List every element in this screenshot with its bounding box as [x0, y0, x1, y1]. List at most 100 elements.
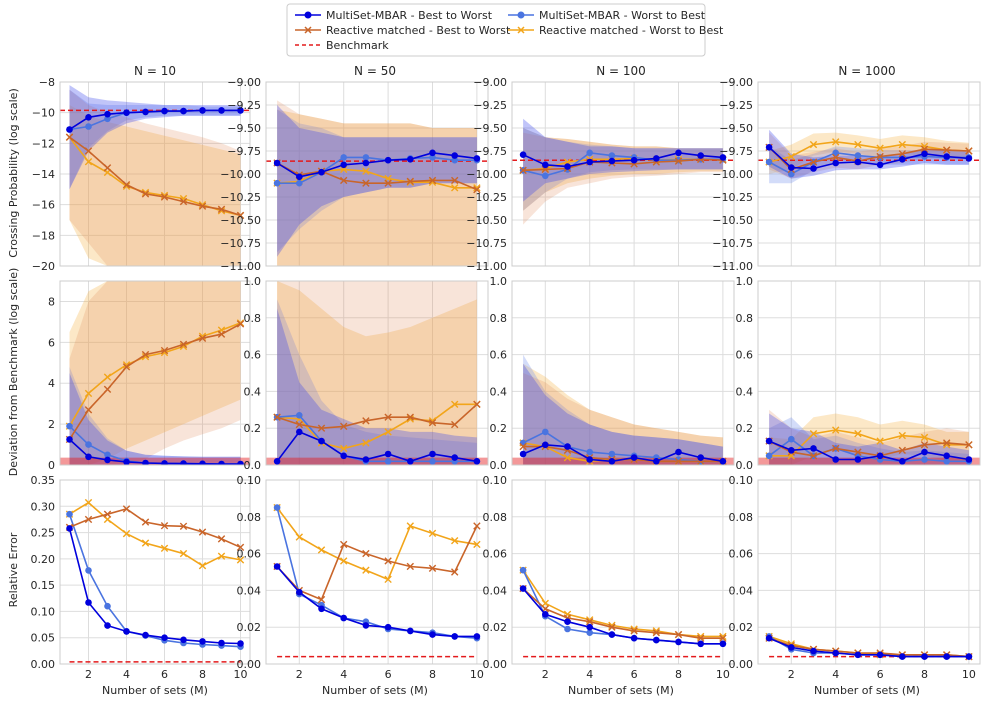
panel-r2-c2-band-multiset-mbar-best-to-worst	[277, 308, 477, 465]
panel-r1-c1-point-reactive-matched-worst-to-best	[122, 182, 131, 190]
panel-r3-c2-point-reactive-matched-best-to-worst	[340, 540, 348, 549]
panel-r2-c2-line-multiset-mbar-worst-to-best	[277, 414, 477, 463]
panel-r3-c2-xtick-label: 2	[296, 668, 303, 681]
panel-r3-c3-point-multiset-mbar-worst-to-best	[586, 629, 593, 636]
panel-r2-c1-ytick-label: 6	[48, 336, 55, 349]
legend-marker-mbar-worst	[517, 11, 525, 19]
panel-r3-c3-point-multiset-mbar-best-to-worst	[542, 611, 549, 618]
panel-r1-c2-point-multiset-mbar-best-to-worst	[407, 156, 414, 163]
panel-r3-c1-point-multiset-mbar-best-to-worst	[66, 525, 73, 532]
panel-r1-c2-point-reactive-matched-best-to-worst	[406, 177, 414, 186]
panel-r3-c2-ytick-label: 0.02	[237, 621, 262, 634]
panel-r2-c4-band-multiset-mbar-worst-to-best	[769, 417, 969, 465]
panel-r1-c3-ytick-label: −10.00	[466, 168, 507, 181]
panel-r2-c2-point-reactive-matched-best-to-worst	[273, 413, 281, 421]
panel-r2-c4-band-reactive-matched-worst-to-best	[769, 413, 969, 465]
panel-r3-c1-xtick-label: 2	[85, 668, 92, 681]
panel-r3-c1-point-reactive-matched-best-to-worst	[236, 543, 245, 551]
panel-r3-c4-point-multiset-mbar-best-to-worst	[788, 644, 795, 651]
panel-r1-c1-ytick-label: −20	[32, 260, 55, 273]
panel-r1-c1-point-reactive-matched-best-to-worst	[236, 211, 245, 220]
panel-r2-c3-band-multiset-mbar-best-to-worst	[523, 363, 723, 465]
panel-r1-c2-point-multiset-mbar-best-to-worst	[340, 161, 348, 169]
panel-r2-c1-point-multiset-mbar-best-to-worst	[161, 460, 168, 465]
panel-r2-c2-point-reactive-matched-worst-to-best	[362, 439, 370, 447]
panel-r1-c2-ytick-label: −10.25	[220, 191, 261, 204]
panel-r1-c4-point-reactive-matched-best-to-worst	[832, 153, 840, 162]
panel-r1-c2-point-multiset-mbar-best-to-worst	[384, 156, 392, 164]
panel-r1-c2-point-multiset-mbar-best-to-worst	[429, 149, 436, 157]
panel-r3-c1-ytick-label: 0.10	[31, 605, 56, 618]
panel-r2-c2-background	[266, 281, 488, 465]
panel-r2-c2-ytick-label: 0.8	[244, 312, 262, 325]
panel-r3-c3-point-multiset-mbar-best-to-worst	[564, 618, 571, 625]
panel-r2-c4-ytick-label: 0.4	[736, 385, 754, 398]
panel-r3-c2-xtick-label: 10	[470, 668, 484, 681]
panel-r2-c1-point-multiset-mbar-best-to-worst	[218, 460, 225, 465]
panel-r2-c2-point-multiset-mbar-worst-to-best	[429, 458, 436, 465]
panel-r2-c2-point-reactive-matched-best-to-worst	[406, 413, 414, 421]
panel-r1-c3-point-multiset-mbar-worst-to-best	[608, 152, 616, 159]
panel-r1-c2-point-multiset-mbar-best-to-worst	[451, 152, 459, 159]
panel-r3-c4-ytick-label: 0.06	[729, 548, 754, 561]
panel-r1-c3-frame	[511, 81, 735, 267]
panel-r3-c3-point-reactive-matched-best-to-worst	[630, 627, 638, 635]
panel-r2-c4-point-reactive-matched-best-to-worst	[965, 441, 973, 449]
panel-r1-c4-line-reactive-matched-best-to-worst	[768, 146, 969, 171]
panel-r3-c1-frame	[59, 479, 251, 665]
panel-r3-c2-point-reactive-matched-best-to-worst	[362, 549, 370, 558]
panel-r1-c3-point-multiset-mbar-best-to-worst	[719, 154, 727, 161]
panel-r1-c2-ytick-label: −10.00	[220, 168, 261, 181]
panel-r1-c2-point-reactive-matched-best-to-worst	[451, 176, 459, 185]
panel-r1-c4-point-reactive-matched-best-to-worst	[898, 150, 906, 158]
panel-r3-c1-point-multiset-mbar-best-to-worst	[104, 622, 111, 629]
panels: −20−18−16−14−12−10−8−11.00−10.75−10.50−1…	[31, 76, 981, 681]
panel-r2-c3-line-multiset-mbar-worst-to-best	[522, 430, 723, 463]
panel-r3-c2-point-reactive-matched-best-to-worst	[451, 568, 459, 576]
panel-r2-c3-point-multiset-mbar-best-to-worst	[586, 456, 593, 463]
panel-r3-c1-plot-area	[65, 498, 245, 663]
panel-r3-c4-xtick-label: 8	[921, 668, 928, 681]
panel-r1-c3-ytick-label: −9.75	[473, 145, 507, 158]
panel-r3-c4-xtick-label: 4	[832, 668, 839, 681]
panel-r1-c1-frame	[59, 81, 251, 267]
panel-r3-c1-ytick-label: 0.30	[31, 500, 56, 513]
panel-r2-c2-point-reactive-matched-best-to-worst	[473, 400, 481, 408]
panel-r1-c2-point-multiset-mbar-worst-to-best	[296, 179, 303, 187]
panel-r2-c2-ytick-label: 0.6	[244, 349, 262, 362]
panel-r1-c4-point-multiset-mbar-worst-to-best	[765, 158, 773, 166]
panel-r3-c4-xtick-label: 6	[877, 668, 884, 681]
panel-r3-c2-point-reactive-matched-best-to-worst	[473, 522, 481, 530]
panel-r3-c1-point-multiset-mbar-best-to-worst	[85, 599, 92, 606]
panel-r1-c4-point-reactive-matched-worst-to-best	[854, 140, 862, 149]
panel-r2-c4-point-reactive-matched-worst-to-best	[898, 431, 906, 440]
panel-r2-c4-point-reactive-matched-best-to-worst	[898, 446, 906, 454]
panel-r3-c2-point-reactive-matched-worst-to-best	[362, 566, 370, 574]
panel-r2-c2-point-reactive-matched-best-to-worst	[451, 420, 459, 429]
panel-r1-c2-line-multiset-mbar-worst-to-best	[277, 156, 477, 184]
panel-r3-c3-ytick-label: 0.00	[483, 658, 508, 671]
panel-r3-c1-point-multiset-mbar-best-to-worst	[142, 631, 149, 639]
panel-r1-c4-point-multiset-mbar-worst-to-best	[854, 152, 862, 159]
panel-r2-c3-ytick-label: 0.0	[490, 459, 508, 472]
row-label-relative-error: Relative Error	[7, 532, 20, 607]
panel-r3-c2-line-reactive-matched-best-to-worst	[276, 525, 478, 601]
panel-r3-c2-point-reactive-matched-worst-to-best	[406, 522, 414, 530]
panel-r2-c3-point-reactive-matched-best-to-worst	[674, 457, 683, 465]
panel-r2-c2-ytick-label: 0.4	[244, 385, 262, 398]
panel-r2-c1-ytick-label: 2	[48, 418, 55, 431]
panel-r2-c4-point-multiset-mbar-best-to-worst	[921, 448, 928, 456]
legend-label-benchmark: Benchmark	[326, 39, 389, 52]
x-axis-label-col1: Number of sets (M)	[102, 684, 208, 697]
panel-r2-c2-ytick-label: 0.2	[244, 422, 262, 435]
panel-r2-c2-point-multiset-mbar-best-to-worst	[451, 454, 459, 461]
panel-r1-c1-point-reactive-matched-best-to-worst	[217, 205, 226, 213]
panel-r3-c1-point-reactive-matched-best-to-worst	[122, 505, 131, 513]
panel-r3-c1-point-reactive-matched-best-to-worst	[141, 518, 150, 526]
panel-r2-c4-point-multiset-mbar-best-to-worst	[854, 456, 862, 463]
panel-r3-c2-point-multiset-mbar-best-to-worst	[384, 623, 392, 631]
panel-r3-c1-point-reactive-matched-worst-to-best	[160, 544, 169, 553]
panel-r3-c3-ytick-label: 0.08	[483, 511, 508, 524]
panel-r3-c2-ytick-label: 0.04	[237, 584, 262, 597]
panel-r2-c1-point-multiset-mbar-best-to-worst	[180, 460, 187, 465]
